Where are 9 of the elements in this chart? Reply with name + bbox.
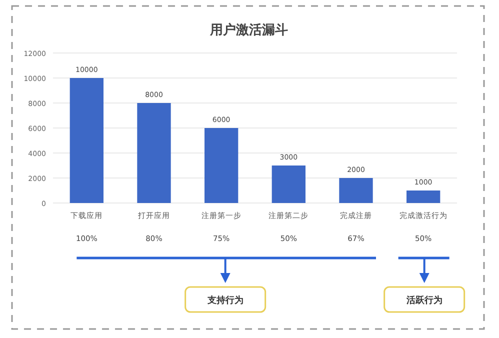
bar: [272, 166, 306, 203]
bar: [204, 128, 238, 203]
chart-title: 用户激活漏斗: [209, 22, 288, 38]
bar: [406, 190, 440, 203]
text: 支持行为: [206, 295, 244, 306]
bar: [70, 78, 104, 203]
text: 活跃行为: [405, 295, 442, 306]
bar: [339, 178, 373, 203]
bar: [137, 103, 171, 203]
